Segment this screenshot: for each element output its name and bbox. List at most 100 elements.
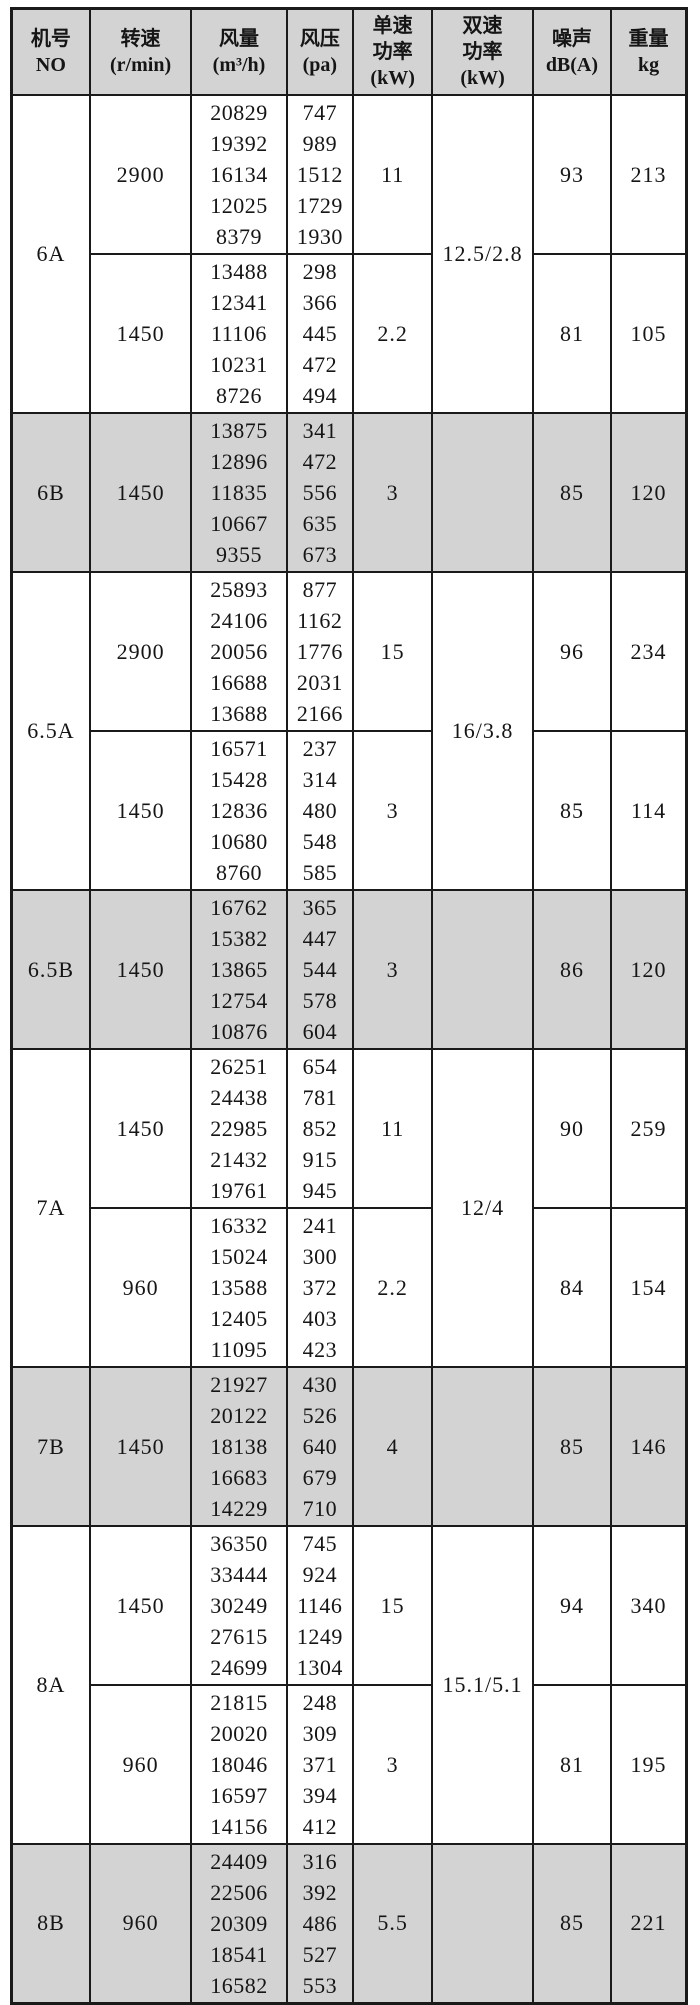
noise-cell: 94 [531,1525,613,1686]
air-pressure-cell: 365 447 544 578 604 [285,889,354,1050]
single-power-cell: 3 [351,730,434,891]
air-volume-cell: 24409 22506 20309 18541 16582 [190,1843,288,2004]
single-power-cell: 11 [351,1048,434,1209]
single-power-cell: 15 [351,1525,434,1686]
machine-no-cell: 6A [10,94,91,414]
air-volume-cell: 16571 15428 12836 10680 8760 [190,730,288,891]
single-power-cell: 2.2 [351,253,434,414]
speed-cell: 2900 [88,94,193,255]
header-single-power: 单速 功率 (kW) [351,7,434,96]
header-air-pressure: 风压 (pa) [285,7,354,96]
weight-cell: 213 [610,94,688,255]
header-machine-no: 机号 NO [10,7,91,96]
air-pressure-cell: 877 1162 1776 2031 2166 [285,571,354,732]
noise-cell: 85 [531,1366,613,1527]
dual-power-cell [431,889,534,1050]
table-row: 1450 13488 12341 11106 10231 8726 298 36… [12,253,688,414]
machine-no-cell: 6.5A [10,571,91,891]
air-volume-cell: 13488 12341 11106 10231 8726 [190,253,288,414]
dual-power-cell: 12.5/2.8 [431,94,534,414]
noise-cell: 90 [531,1048,613,1209]
single-power-cell: 3 [351,1684,434,1845]
air-volume-cell: 20829 19392 16134 12025 8379 [190,94,288,255]
header-speed: 转速 (r/min) [88,7,193,96]
weight-cell: 120 [610,889,688,1050]
air-pressure-cell: 241 300 372 403 423 [285,1207,354,1368]
table-row: 8B 960 24409 22506 20309 18541 16582 316… [10,1843,688,2004]
weight-cell: 146 [610,1366,688,1527]
air-pressure-cell: 248 309 371 394 412 [285,1684,354,1845]
air-pressure-cell: 430 526 640 679 710 [285,1366,354,1527]
single-power-cell: 15 [351,571,434,732]
speed-cell: 1450 [88,730,193,891]
machine-no-cell: 8A [10,1525,91,1845]
speed-cell: 960 [88,1207,193,1368]
header-air-volume: 风量 (m³/h) [190,7,288,96]
air-pressure-cell: 341 472 556 635 673 [285,412,354,573]
air-volume-cell: 21815 20020 18046 16597 14156 [190,1684,288,1845]
table-row: 960 21815 20020 18046 16597 14156 248 30… [12,1684,688,1845]
noise-cell: 85 [531,412,613,573]
dual-power-cell [431,1843,534,2004]
single-power-cell: 11 [351,94,434,255]
table-row: 6.5A 2900 25893 24106 20056 16688 13688 … [10,571,688,891]
speed-cell: 1450 [88,1048,193,1209]
speed-cell: 1450 [88,412,193,573]
noise-cell: 93 [531,94,613,255]
header-weight: 重量 kg [610,7,688,96]
air-volume-cell: 25893 24106 20056 16688 13688 [190,571,288,732]
air-volume-cell: 16332 15024 13588 12405 11095 [190,1207,288,1368]
header-dual-power: 双速 功率 (kW) [431,7,534,96]
noise-cell: 85 [531,730,613,891]
single-power-cell: 2.2 [351,1207,434,1368]
machine-no-cell: 6B [10,412,91,573]
speed-cell: 1450 [88,1366,193,1527]
air-pressure-cell: 316 392 486 527 553 [285,1843,354,2004]
air-volume-cell: 16762 15382 13865 12754 10876 [190,889,288,1050]
table-row: 7A 1450 26251 24438 22985 21432 19761 65… [10,1048,688,1368]
dual-power-cell: 16/3.8 [431,571,534,891]
table-row: 1450 16571 15428 12836 10680 8760 237 31… [12,730,688,891]
speed-cell: 1450 [88,253,193,414]
machine-no-cell: 7B [10,1366,91,1527]
single-power-cell: 5.5 [351,1843,434,2004]
header-noise: 噪声 dB(A) [531,7,613,96]
machine-no-cell: 8B [10,1843,91,2004]
weight-cell: 120 [610,412,688,573]
machine-no-cell: 6.5B [10,889,91,1050]
weight-cell: 340 [610,1525,688,1686]
weight-cell: 195 [610,1684,688,1845]
dual-power-cell [431,1366,534,1527]
dual-power-cell: 12/4 [431,1048,534,1368]
air-pressure-cell: 237 314 480 548 585 [285,730,354,891]
air-volume-cell: 13875 12896 11835 10667 9355 [190,412,288,573]
single-power-cell: 4 [351,1366,434,1527]
noise-cell: 81 [531,253,613,414]
speed-cell: 960 [88,1843,193,2004]
weight-cell: 259 [610,1048,688,1209]
single-power-cell: 3 [351,889,434,1050]
table-row: 6.5B 1450 16762 15382 13865 12754 10876 … [10,889,688,1050]
table-row: 6B 1450 13875 12896 11835 10667 9355 341… [10,412,688,573]
air-volume-cell: 21927 20122 18138 16683 14229 [190,1366,288,1527]
dual-power-cell [431,412,534,573]
weight-cell: 234 [610,571,688,732]
weight-cell: 114 [610,730,688,891]
table-row: 960 16332 15024 13588 12405 11095 241 30… [12,1207,688,1368]
machine-no-cell: 7A [10,1048,91,1368]
table-row: 8A 1450 36350 33444 30249 27615 24699 74… [10,1525,688,1845]
speed-cell: 1450 [88,889,193,1050]
air-pressure-cell: 298 366 445 472 494 [285,253,354,414]
speed-cell: 2900 [88,571,193,732]
noise-cell: 85 [531,1843,613,2004]
table-row: 7B 1450 21927 20122 18138 16683 14229 43… [10,1366,688,1527]
noise-cell: 84 [531,1207,613,1368]
fan-spec-table: 机号 NO 转速 (r/min) 风量 (m³/h) 风压 (pa) 单速 功率… [10,7,688,2005]
dual-power-cell: 15.1/5.1 [431,1525,534,1845]
air-pressure-cell: 745 924 1146 1249 1304 [285,1525,354,1686]
weight-cell: 154 [610,1207,688,1368]
weight-cell: 105 [610,253,688,414]
air-volume-cell: 26251 24438 22985 21432 19761 [190,1048,288,1209]
air-pressure-cell: 747 989 1512 1729 1930 [285,94,354,255]
speed-cell: 960 [88,1684,193,1845]
